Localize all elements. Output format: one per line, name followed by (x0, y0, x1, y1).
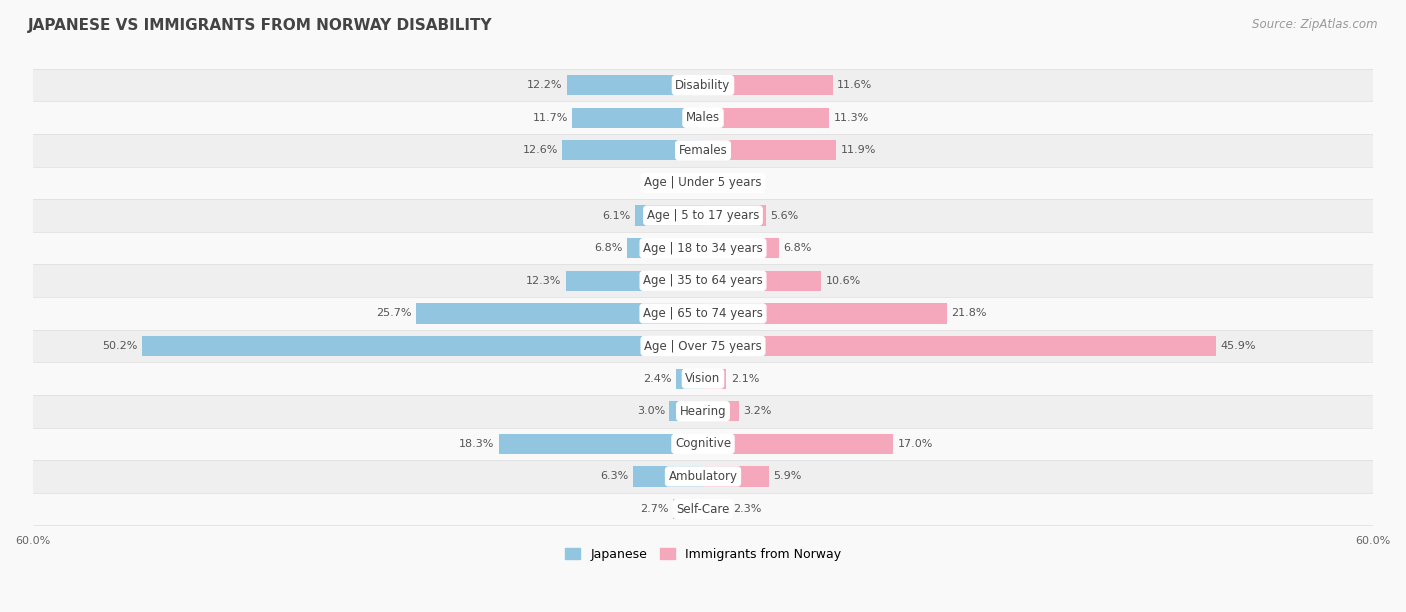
Bar (32, 69, 1374, 102)
Bar (703, 271, 821, 291)
Text: 11.6%: 11.6% (837, 80, 872, 90)
Text: Age | 65 to 74 years: Age | 65 to 74 years (643, 307, 763, 320)
Bar (676, 368, 703, 389)
Text: 6.8%: 6.8% (783, 243, 811, 253)
Bar (32, 395, 1374, 428)
Bar (572, 108, 703, 128)
Bar (669, 401, 703, 421)
Bar (32, 200, 1374, 232)
Bar (703, 75, 832, 95)
Text: 5.6%: 5.6% (770, 211, 799, 220)
Text: 3.2%: 3.2% (744, 406, 772, 416)
Bar (565, 271, 703, 291)
Text: 2.1%: 2.1% (731, 373, 759, 384)
Bar (142, 336, 703, 356)
Bar (703, 499, 728, 519)
Bar (32, 166, 1374, 200)
Text: Age | 5 to 17 years: Age | 5 to 17 years (647, 209, 759, 222)
Bar (703, 336, 1216, 356)
Bar (633, 466, 703, 487)
Text: 45.9%: 45.9% (1220, 341, 1256, 351)
Bar (32, 362, 1374, 395)
Text: 21.8%: 21.8% (950, 308, 987, 318)
Bar (32, 134, 1374, 166)
Text: 12.3%: 12.3% (526, 276, 561, 286)
Text: 12.2%: 12.2% (527, 80, 562, 90)
Bar (636, 206, 703, 226)
Bar (32, 493, 1374, 525)
Text: 6.8%: 6.8% (595, 243, 623, 253)
Bar (32, 232, 1374, 264)
Bar (703, 238, 779, 258)
Text: Age | 35 to 64 years: Age | 35 to 64 years (643, 274, 763, 287)
Bar (703, 434, 893, 454)
Legend: Japanese, Immigrants from Norway: Japanese, Immigrants from Norway (560, 543, 846, 566)
Bar (32, 428, 1374, 460)
Text: 11.3%: 11.3% (834, 113, 869, 123)
Text: JAPANESE VS IMMIGRANTS FROM NORWAY DISABILITY: JAPANESE VS IMMIGRANTS FROM NORWAY DISAB… (28, 18, 492, 34)
Bar (703, 304, 946, 324)
Text: 11.7%: 11.7% (533, 113, 568, 123)
Bar (703, 466, 769, 487)
Bar (673, 499, 703, 519)
Text: 50.2%: 50.2% (103, 341, 138, 351)
Text: Vision: Vision (685, 372, 721, 385)
Text: 6.3%: 6.3% (600, 471, 628, 482)
Bar (703, 173, 717, 193)
Bar (562, 140, 703, 160)
Bar (703, 368, 727, 389)
Text: 6.1%: 6.1% (602, 211, 630, 220)
Text: 11.9%: 11.9% (841, 146, 876, 155)
Bar (689, 173, 703, 193)
Bar (567, 75, 703, 95)
Text: Age | Over 75 years: Age | Over 75 years (644, 340, 762, 353)
Text: Females: Females (679, 144, 727, 157)
Bar (32, 297, 1374, 330)
Bar (32, 330, 1374, 362)
Text: 3.0%: 3.0% (637, 406, 665, 416)
Text: Age | 18 to 34 years: Age | 18 to 34 years (643, 242, 763, 255)
Bar (703, 108, 830, 128)
Text: Cognitive: Cognitive (675, 438, 731, 450)
Bar (32, 102, 1374, 134)
Bar (32, 264, 1374, 297)
Text: Source: ZipAtlas.com: Source: ZipAtlas.com (1253, 18, 1378, 31)
Text: 18.3%: 18.3% (458, 439, 494, 449)
Text: 2.4%: 2.4% (643, 373, 672, 384)
Bar (416, 304, 703, 324)
Text: 1.3%: 1.3% (723, 178, 751, 188)
Text: 25.7%: 25.7% (375, 308, 412, 318)
Bar (499, 434, 703, 454)
Bar (703, 401, 738, 421)
Text: Hearing: Hearing (679, 405, 727, 418)
Text: 2.7%: 2.7% (640, 504, 668, 514)
Text: Self-Care: Self-Care (676, 502, 730, 515)
Text: Age | Under 5 years: Age | Under 5 years (644, 176, 762, 190)
Text: 2.3%: 2.3% (733, 504, 762, 514)
Bar (627, 238, 703, 258)
Text: Disability: Disability (675, 79, 731, 92)
Text: 10.6%: 10.6% (825, 276, 860, 286)
Bar (703, 206, 766, 226)
Text: Males: Males (686, 111, 720, 124)
Text: Ambulatory: Ambulatory (668, 470, 738, 483)
Text: 5.9%: 5.9% (773, 471, 801, 482)
Text: 17.0%: 17.0% (897, 439, 932, 449)
Bar (703, 140, 837, 160)
Text: 12.6%: 12.6% (523, 146, 558, 155)
Text: 1.2%: 1.2% (657, 178, 685, 188)
Bar (32, 460, 1374, 493)
